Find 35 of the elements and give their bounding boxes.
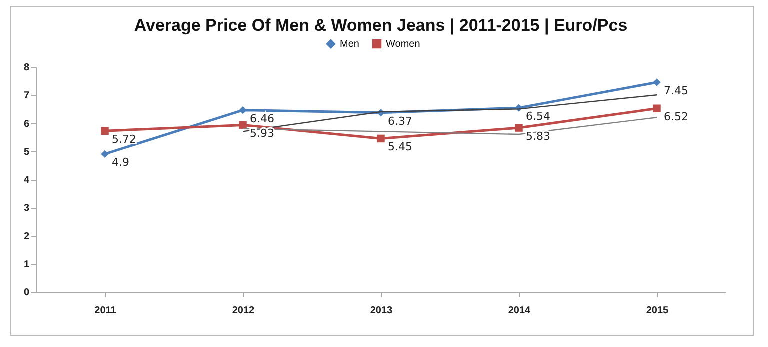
y-tick-label: 0 <box>24 288 30 298</box>
y-tick-label: 8 <box>24 62 30 74</box>
point <box>101 127 109 135</box>
data-label: 6.52 <box>664 110 688 124</box>
x-tick-label: 2011 <box>94 306 117 316</box>
x-tick-label: 2012 <box>232 306 256 316</box>
y-tick-label: 2 <box>24 231 30 242</box>
legend-label: Men <box>340 39 360 50</box>
point <box>239 106 247 114</box>
data-label: 5.93 <box>250 127 274 140</box>
y-tick-label: 4 <box>24 175 30 186</box>
point <box>239 121 247 130</box>
x-tick-label: 2015 <box>646 306 670 316</box>
point <box>515 124 523 132</box>
x-tick-label: 2013 <box>370 306 394 316</box>
x-tick-label: 2014 <box>508 306 532 316</box>
data-label: 5.45 <box>388 140 412 154</box>
y-tick-label: 1 <box>24 259 30 270</box>
y-tick-label: 7 <box>24 90 30 102</box>
data-label: 4.9 <box>112 156 130 170</box>
point <box>377 134 385 143</box>
data-label: 7.45 <box>664 84 688 98</box>
y-tick-label: 5 <box>24 146 30 158</box>
point <box>101 150 109 158</box>
data-label: 5.83 <box>526 130 550 144</box>
data-label: 6.54 <box>526 110 550 124</box>
data-label: 6.46 <box>250 112 274 126</box>
point <box>653 78 661 86</box>
data-label: 6.37 <box>388 114 412 128</box>
point <box>653 104 661 112</box>
y-tick-label: 6 <box>24 118 30 130</box>
y-tick-label: 3 <box>24 203 30 214</box>
legend-label: Women <box>386 39 420 50</box>
chart-title: Average Price Of Men & Women Jeans | 2011-2015 | Euro/Pcs <box>134 16 628 35</box>
data-label: 5.72 <box>112 133 136 146</box>
